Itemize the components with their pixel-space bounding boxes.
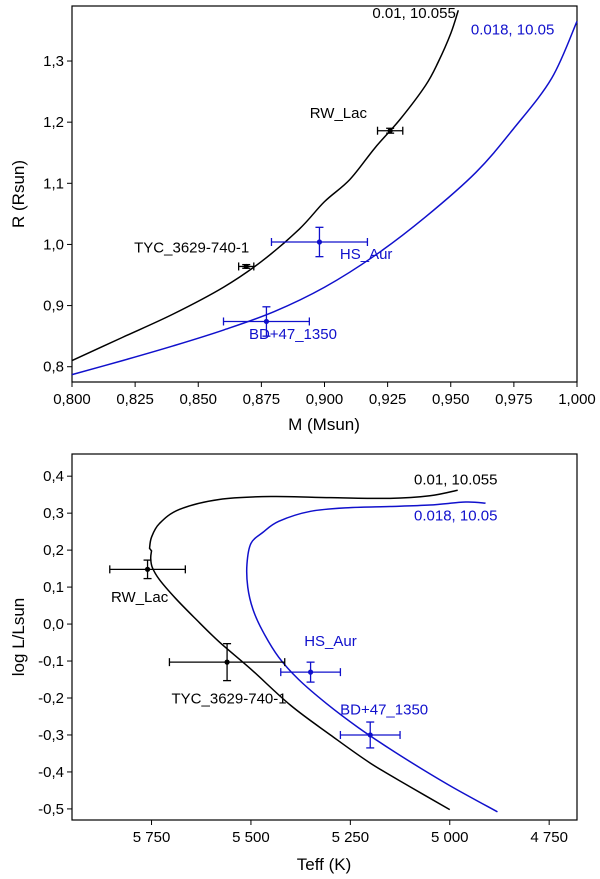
annotation-label: 0.018, 10.05: [471, 22, 554, 39]
annotation-label: 0.01, 10.055: [372, 5, 455, 22]
plot-frame: [71, 453, 578, 821]
y-tick-label: 0,4: [43, 468, 64, 485]
data-point: [270, 226, 369, 258]
x-tick-label: 0,950: [432, 391, 470, 408]
annotation-label: BD+47_1350: [340, 702, 428, 719]
x-tick-label: 0,900: [306, 391, 344, 408]
data-point: [339, 721, 401, 749]
axes: 0,800 0,825 0,850 0,875 0,900 0,925 0,950 0,975…: [43, 53, 596, 408]
data-point-marker: [224, 659, 230, 665]
x-tick-label: 5 750: [133, 829, 171, 846]
x-tick-label: 0,925: [369, 391, 407, 408]
annotation-label: BD+47_1350: [249, 326, 337, 343]
series-lines: [71, 10, 578, 376]
y-tick-label: 1,1: [43, 175, 64, 192]
data-point: [376, 126, 404, 135]
annotation-label: HS_Aur: [340, 246, 393, 263]
x-tick-label: 1,000: [558, 391, 596, 408]
x-axis-label: M (Msun): [288, 415, 360, 434]
x-tick-label: 0,850: [179, 391, 217, 408]
annotation-label: TYC_3629-740-1: [172, 691, 287, 708]
data-point-marker: [316, 239, 323, 245]
data-points: [109, 559, 401, 749]
annotations: 0.01, 10.055 0.018, 10.05 RW_Lac TYC_3629-7…: [134, 5, 554, 343]
y-axis-label: log L/Lsun: [9, 598, 28, 676]
x-tick-label: 0,825: [116, 391, 154, 408]
y-tick-label: -0,3: [38, 727, 64, 744]
y-tick-label: 0,1: [43, 579, 64, 596]
data-point: [109, 559, 186, 580]
annotation-label: 0.018, 10.05: [414, 508, 497, 525]
series-line-1: [245, 501, 498, 813]
data-point: [168, 643, 286, 682]
x-tick-label: 4 750: [530, 829, 568, 846]
x-tick-label: 0,875: [243, 391, 281, 408]
x-tick-label: 5 250: [332, 829, 370, 846]
data-points: [222, 126, 404, 337]
x-tick-label: 0,800: [53, 391, 91, 408]
annotation-label: TYC_3629-740-1: [134, 239, 249, 256]
y-axis-label: R (Rsun): [9, 160, 28, 228]
axes: 5 750 5 500 5 250 5 000 4 750 0,4 0,3 0,2 0,1 0,0…: [38, 468, 568, 846]
y-tick-label: 0,8: [43, 359, 64, 376]
annotation-label: 0.01, 10.055: [414, 472, 497, 489]
series-line-0: [148, 489, 458, 811]
y-tick-label: 0,0: [43, 616, 64, 633]
data-point-marker: [307, 669, 314, 675]
y-tick-label: 1,3: [43, 53, 64, 70]
x-tick-label: 0,975: [495, 391, 533, 408]
annotation-label: HS_Aur: [304, 633, 357, 650]
x-tick-label: 5 000: [431, 829, 469, 846]
annotation-label: RW_Lac: [310, 105, 368, 122]
data-point-marker: [243, 263, 249, 270]
y-tick-label: -0,5: [38, 801, 64, 818]
y-tick-label: -0,2: [38, 690, 64, 707]
data-point: [222, 306, 311, 337]
y-tick-label: -0,4: [38, 764, 64, 781]
series-line-1: [71, 20, 578, 376]
data-point-marker: [144, 566, 151, 572]
data-point-marker: [367, 732, 373, 738]
data-point: [280, 661, 342, 683]
chart-hr-diagram: 5 750 5 500 5 250 5 000 4 750 0,4 0,3 0,2 0,1 0,0…: [9, 453, 578, 874]
y-tick-label: -0,1: [38, 653, 64, 670]
y-tick-label: 0,2: [43, 542, 64, 559]
y-tick-label: 1,2: [43, 114, 64, 131]
series-line-0: [71, 10, 460, 362]
x-axis-label: Teff (K): [297, 855, 351, 874]
y-tick-label: 0,9: [43, 298, 64, 315]
annotations: 0.01, 10.055 0.018, 10.05 RW_Lac TYC_3629-7…: [111, 472, 497, 719]
data-point-marker: [263, 318, 270, 325]
series-lines: [148, 489, 498, 813]
y-tick-label: 1,0: [43, 236, 64, 253]
data-point-marker: [387, 128, 393, 134]
annotation-label: RW_Lac: [111, 589, 169, 606]
y-tick-label: 0,3: [43, 505, 64, 522]
x-tick-label: 5 500: [232, 829, 270, 846]
chart-mass-radius: 0,800 0,825 0,850 0,875 0,900 0,925 0,950 0,975…: [9, 5, 596, 434]
data-point: [237, 262, 255, 271]
